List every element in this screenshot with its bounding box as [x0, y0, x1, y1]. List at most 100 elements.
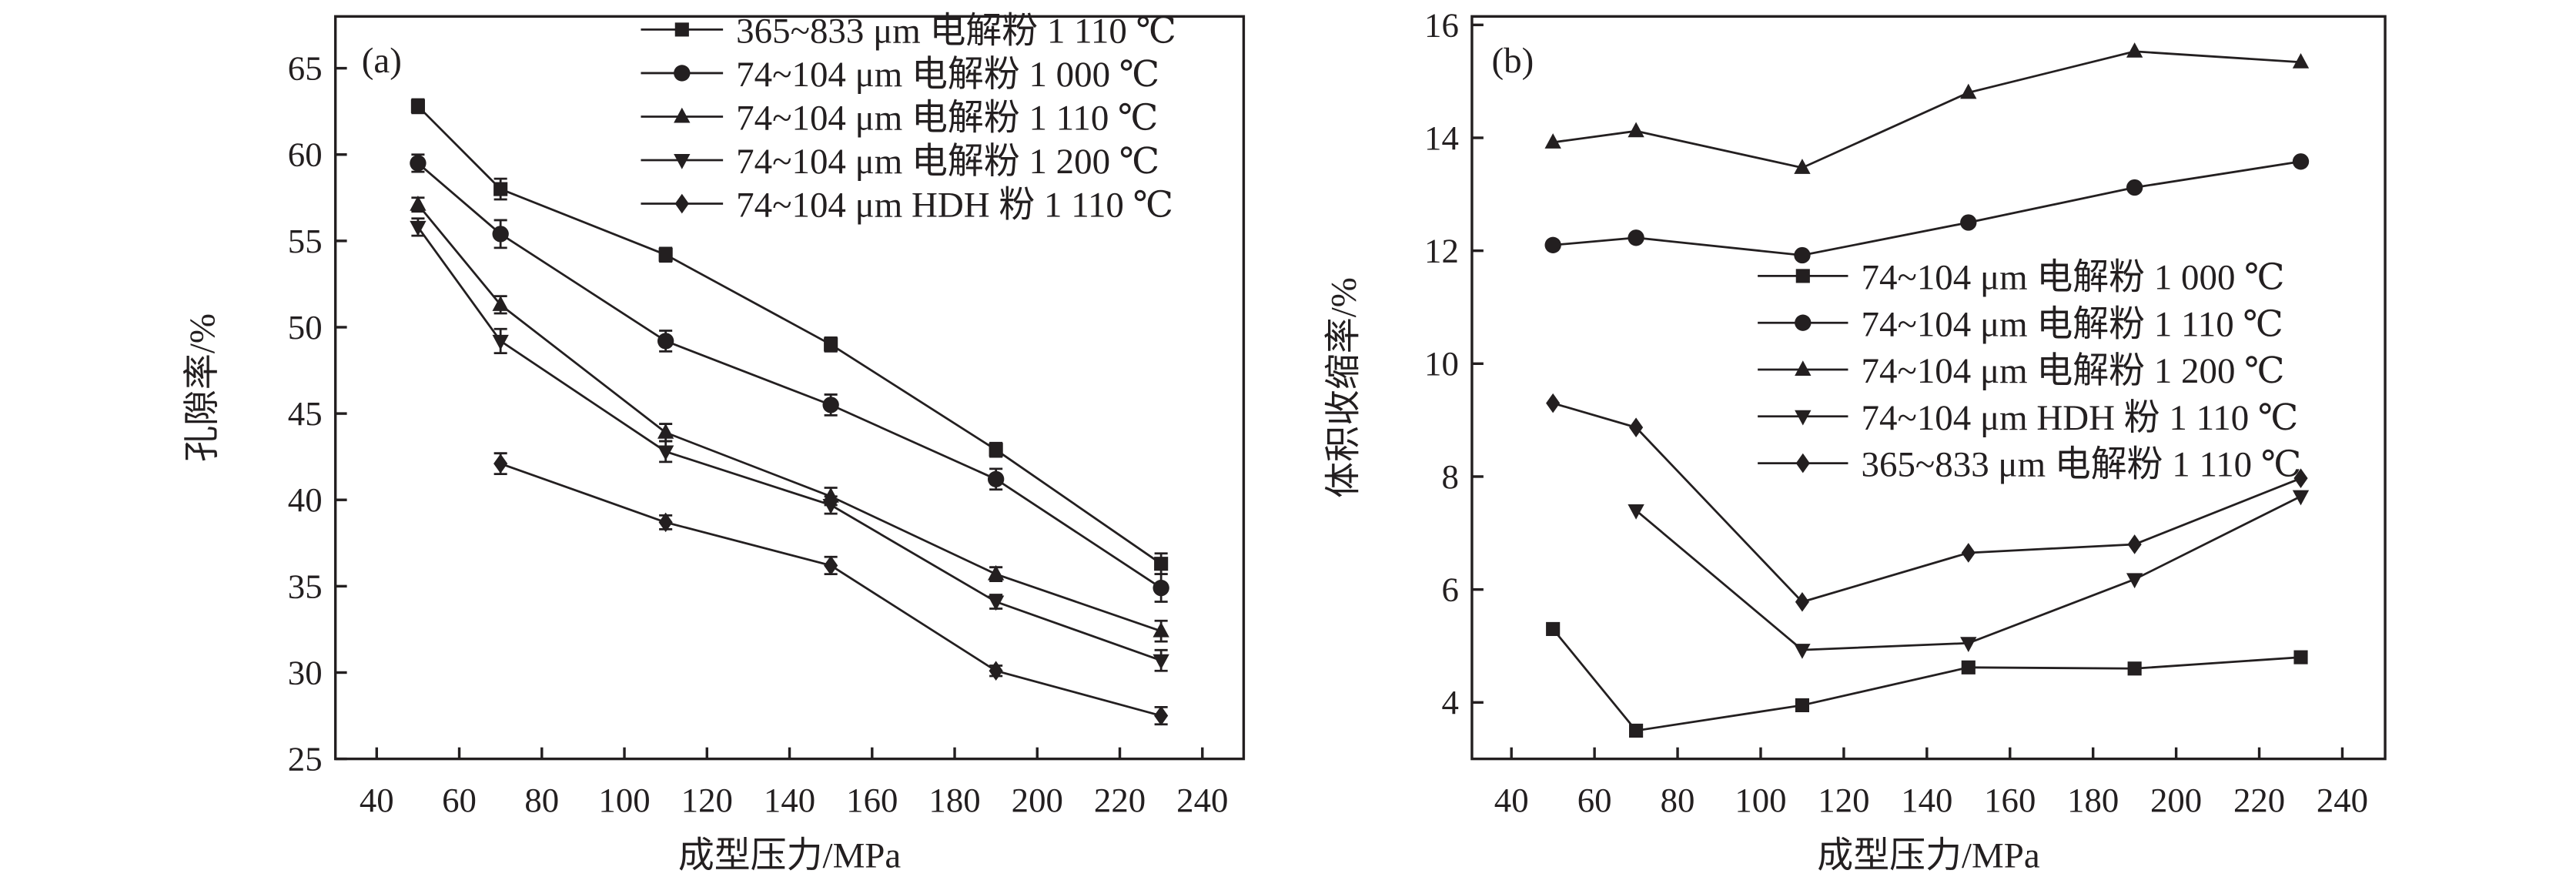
legend-marker-circle	[1795, 314, 1812, 331]
series-line	[1552, 628, 2301, 732]
legend-item: 74~104 μm 电解粉 1 000 ℃	[641, 55, 1159, 95]
series-diamond	[493, 452, 1169, 726]
y-tick-label: 45	[288, 394, 323, 433]
data-point-diamond	[1795, 591, 1810, 612]
legend-label: 74~104 μm HDH 粉 1 110 ℃	[1862, 398, 2299, 438]
data-point-square	[824, 337, 838, 352]
data-point-triangle-up	[657, 423, 674, 439]
series-line	[1635, 495, 2302, 651]
y-axis-label: 体积收缩率/%	[1323, 277, 1363, 498]
data-point-triangle-down	[1794, 644, 1811, 659]
x-tick-label: 40	[1494, 781, 1529, 819]
data-point-triangle-down	[1960, 637, 1977, 653]
data-point-triangle-up	[1544, 133, 1561, 149]
x-tick-label: 40	[360, 781, 394, 819]
y-tick-label: 60	[288, 136, 323, 174]
data-point-circle	[1544, 236, 1561, 253]
panel-label: (b)	[1492, 41, 1534, 81]
data-point-circle	[492, 226, 509, 243]
series-circle	[1544, 153, 2310, 264]
x-tick-label: 100	[1735, 781, 1786, 819]
data-point-diamond	[2293, 468, 2308, 488]
series-line	[417, 226, 1162, 662]
data-point-triangle-up	[987, 564, 1005, 581]
data-point-square	[989, 443, 1003, 457]
x-tick-label: 240	[1176, 781, 1228, 819]
data-point-circle	[1628, 229, 1644, 246]
legend-item: 365~833 μm 电解粉 1 110 ℃	[641, 11, 1176, 51]
legend-item: 365~833 μm 电解粉 1 110 ℃	[1758, 445, 2301, 485]
x-tick-label: 80	[524, 781, 559, 819]
data-point-triangle-down	[657, 445, 674, 461]
data-point-circle	[987, 470, 1005, 487]
y-tick-label: 14	[1424, 119, 1459, 157]
x-tick-label: 180	[2067, 781, 2119, 819]
series-line	[1552, 402, 2302, 604]
series-triangle-down	[1628, 490, 2310, 659]
x-tick-label: 220	[1094, 781, 1146, 819]
data-point-diamond	[1961, 543, 1975, 563]
series-circle	[410, 153, 1169, 603]
legend-label: 365~833 μm 电解粉 1 110 ℃	[736, 11, 1176, 51]
x-tick-label: 160	[846, 781, 898, 819]
legend-marker-diamond	[674, 193, 689, 214]
data-point-diamond	[1629, 417, 1644, 437]
legend-item: 74~104 μm 电解粉 1 200 ℃	[1758, 351, 2285, 391]
data-point-triangle-up	[1794, 159, 1811, 174]
data-point-square	[410, 99, 425, 114]
legend-marker-square	[674, 22, 689, 37]
data-point-circle	[2126, 179, 2143, 196]
legend-item: 74~104 μm 电解粉 1 110 ℃	[641, 99, 1159, 139]
data-point-square	[2127, 661, 2142, 676]
data-point-square	[493, 182, 508, 196]
legend-label: 74~104 μm HDH 粉 1 110 ℃	[736, 186, 1173, 226]
legend-label: 74~104 μm 电解粉 1 110 ℃	[1862, 304, 2283, 344]
data-point-circle	[1960, 214, 1977, 231]
y-tick-label: 6	[1441, 571, 1458, 609]
panel-b-shrinkage-chart: 40 60 80 100 120 140 160 180 200 220 240 4 6 8 10 12 14 1…	[1323, 5, 2387, 875]
x-tick-label: 220	[2233, 781, 2285, 819]
x-axis-label: 成型压力/MPa	[1817, 835, 2040, 875]
legend-label: 74~104 μm 电解粉 1 200 ℃	[736, 142, 1159, 182]
series-line	[1553, 160, 2301, 256]
series-triangle-up	[1544, 42, 2310, 174]
series-line	[417, 162, 1162, 589]
data-point-square	[658, 247, 673, 262]
data-point-circle	[1153, 579, 1169, 597]
x-tick-label: 140	[764, 781, 815, 819]
series-square	[1546, 621, 2308, 738]
legend-marker-triangle-up	[674, 107, 691, 123]
legend-label: 74~104 μm 电解粉 1 000 ℃	[1862, 257, 2285, 297]
legend-item: 74~104 μm 电解粉 1 200 ℃	[641, 142, 1159, 182]
data-point-triangle-up	[410, 196, 427, 211]
legend-label: 365~833 μm 电解粉 1 110 ℃	[1862, 445, 2302, 485]
data-point-triangle-up	[1960, 83, 1977, 99]
x-tick-label: 160	[1984, 781, 2036, 819]
legend-marker-diamond	[1795, 453, 1810, 474]
x-tick-label: 100	[598, 781, 650, 819]
legend-item: 74~104 μm 电解粉 1 110 ℃	[1758, 304, 2283, 344]
x-tick-label: 240	[2317, 781, 2368, 819]
y-tick-label: 8	[1441, 457, 1458, 496]
y-tick-label: 10	[1424, 344, 1459, 383]
data-point-triangle-up	[1153, 621, 1169, 638]
data-point-triangle-down	[987, 595, 1005, 611]
data-point-diamond	[493, 454, 508, 474]
data-point-diamond	[1154, 705, 1169, 726]
data-point-circle	[410, 155, 427, 172]
legend-marker-circle	[674, 65, 691, 82]
y-tick-label: 65	[288, 49, 323, 88]
y-tick-label: 25	[288, 740, 323, 778]
y-tick-label: 4	[1441, 683, 1458, 721]
legend-marker-triangle-down	[674, 154, 691, 169]
data-point-triangle-down	[2126, 573, 2143, 589]
data-point-triangle-up	[2126, 42, 2143, 58]
legend-marker-triangle-down	[1795, 410, 1812, 426]
y-tick-label: 30	[288, 653, 323, 691]
x-tick-label: 200	[1012, 781, 1063, 819]
x-tick-label: 80	[1661, 781, 1695, 819]
y-axis-label: 孔隙率/%	[182, 313, 222, 462]
x-tick-label: 180	[928, 781, 980, 819]
x-axis-label: 成型压力/MPa	[678, 835, 902, 875]
data-point-diamond	[1546, 393, 1561, 413]
